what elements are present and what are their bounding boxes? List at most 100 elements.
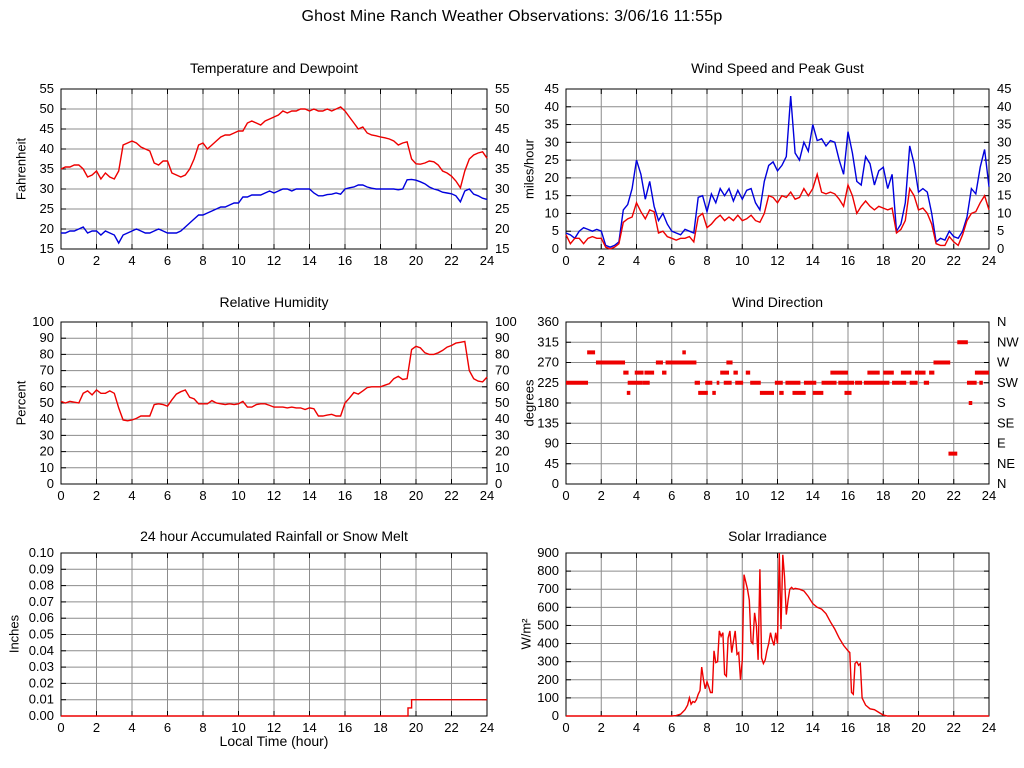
svg-text:8: 8 (703, 253, 710, 268)
svg-text:30: 30 (40, 427, 54, 442)
svg-text:20: 20 (409, 488, 423, 503)
page-title: Ghost Mine Ranch Weather Observations: 3… (301, 8, 723, 25)
svg-text:0.09: 0.09 (29, 561, 54, 576)
svg-text:10: 10 (735, 488, 749, 503)
svg-text:25: 25 (997, 152, 1011, 167)
svg-text:40: 40 (545, 99, 559, 114)
svg-text:15: 15 (545, 188, 559, 203)
svg-text:20: 20 (911, 253, 925, 268)
x-axis-label-local-time: Local Time (hour) (219, 733, 329, 749)
svg-text:12: 12 (770, 488, 784, 503)
svg-text:12: 12 (267, 488, 281, 503)
y-tick-labels-left: 0.000.01 0.020.030.040.05 0.060.070.08 0.09… (29, 545, 54, 723)
svg-text:4: 4 (128, 253, 135, 268)
svg-text:20: 20 (495, 221, 509, 236)
svg-text:4: 4 (128, 488, 135, 503)
series-humidity (60, 340, 488, 422)
svg-text:6: 6 (164, 488, 171, 503)
svg-text:0.06: 0.06 (29, 610, 54, 625)
svg-text:0: 0 (562, 720, 569, 735)
chart-temperature-dewpoint: 0 2 4 6 8 10 12 14 16 18 20 22 241520253035404550551… (40, 81, 510, 268)
svg-text:80: 80 (40, 346, 54, 361)
svg-text:18: 18 (876, 488, 890, 503)
x-tick-labels: 0 2 4 6 8 10 12 14 16 18 20 22 24 (57, 253, 494, 268)
svg-text:20: 20 (911, 488, 925, 503)
y-tick-labels-left: 0 45 90 135 180 225 270 315 360 (537, 314, 559, 491)
svg-text:0.00: 0.00 (29, 708, 54, 723)
svg-text:24: 24 (480, 253, 494, 268)
svg-text:22: 22 (947, 720, 961, 735)
svg-text:45: 45 (545, 456, 559, 471)
chart-wind-direction: 0 2 4 6 8 10 12 14 16 18 20 22 240459013518022527031… (537, 314, 1019, 503)
svg-text:0.03: 0.03 (29, 659, 54, 674)
svg-text:20: 20 (545, 170, 559, 185)
y-tick-labels-left: 15 20 25 30 35 40 45 50 55 (40, 81, 54, 256)
svg-text:16: 16 (338, 253, 352, 268)
series-temperature (60, 106, 488, 190)
svg-text:0.01: 0.01 (29, 692, 54, 707)
svg-text:10: 10 (735, 253, 749, 268)
svg-text:0: 0 (552, 708, 559, 723)
svg-text:0: 0 (57, 720, 64, 735)
svg-text:0: 0 (57, 488, 64, 503)
svg-text:0: 0 (47, 476, 54, 491)
svg-text:6: 6 (668, 720, 675, 735)
series-rainfall (61, 699, 487, 717)
svg-text:45: 45 (40, 121, 54, 136)
svg-text:10: 10 (735, 720, 749, 735)
svg-text:NE: NE (997, 456, 1015, 471)
svg-text:N: N (997, 314, 1006, 329)
svg-text:0.08: 0.08 (29, 578, 54, 593)
svg-text:35: 35 (997, 117, 1011, 132)
svg-text:2: 2 (598, 720, 605, 735)
svg-text:14: 14 (806, 253, 820, 268)
svg-text:18: 18 (373, 253, 387, 268)
x-tick-labels: 0 2 4 6 8 10 12 14 16 18 20 22 24 (57, 720, 494, 735)
svg-text:18: 18 (876, 720, 890, 735)
svg-text:10: 10 (231, 253, 245, 268)
svg-text:100: 100 (32, 314, 54, 329)
svg-text:30: 30 (495, 181, 509, 196)
svg-text:6: 6 (668, 253, 675, 268)
svg-text:5: 5 (997, 223, 1004, 238)
svg-text:25: 25 (495, 201, 509, 216)
svg-text:NW: NW (997, 334, 1019, 349)
svg-text:22: 22 (947, 253, 961, 268)
svg-text:100: 100 (537, 690, 559, 705)
svg-text:12: 12 (267, 253, 281, 268)
chart-title-temperature-dewpoint: Temperature and Dewpoint (189, 60, 359, 76)
svg-text:0.07: 0.07 (29, 594, 54, 609)
svg-text:24: 24 (480, 720, 494, 735)
chart-solar-irradiance: 0 2 4 6 8 10 12 14 16 18 20 22 240100200300400500600… (537, 545, 996, 735)
svg-text:0.05: 0.05 (29, 627, 54, 642)
y-tick-labels-right: 0 5 10 15 20 25 30 35 40 45 (997, 81, 1011, 256)
svg-text:0.04: 0.04 (29, 643, 54, 658)
svg-text:E: E (997, 436, 1006, 451)
svg-text:20: 20 (911, 720, 925, 735)
svg-text:8: 8 (199, 253, 206, 268)
svg-text:2: 2 (93, 488, 100, 503)
svg-text:300: 300 (537, 654, 559, 669)
svg-text:225: 225 (537, 375, 559, 390)
svg-text:45: 45 (495, 121, 509, 136)
chart-wind-speed-gust: 0 2 4 6 8 10 12 14 16 18 20 22 240510152025303540450… (545, 81, 1012, 268)
svg-text:0.02: 0.02 (29, 675, 54, 690)
svg-text:18: 18 (373, 488, 387, 503)
svg-text:15: 15 (495, 241, 509, 256)
svg-text:100: 100 (495, 314, 517, 329)
svg-text:22: 22 (947, 488, 961, 503)
x-tick-labels: 0 2 4 6 8 10 12 14 16 18 20 22 24 (562, 253, 996, 268)
svg-text:8: 8 (703, 720, 710, 735)
svg-text:20: 20 (495, 444, 509, 459)
svg-text:90: 90 (545, 436, 559, 451)
svg-text:24: 24 (480, 488, 494, 503)
svg-text:50: 50 (40, 395, 54, 410)
svg-text:SW: SW (997, 375, 1019, 390)
svg-text:22: 22 (444, 253, 458, 268)
svg-text:2: 2 (598, 488, 605, 503)
svg-text:270: 270 (537, 355, 559, 370)
svg-text:16: 16 (841, 720, 855, 735)
svg-text:0: 0 (562, 488, 569, 503)
series-wind-speed (565, 171, 990, 250)
